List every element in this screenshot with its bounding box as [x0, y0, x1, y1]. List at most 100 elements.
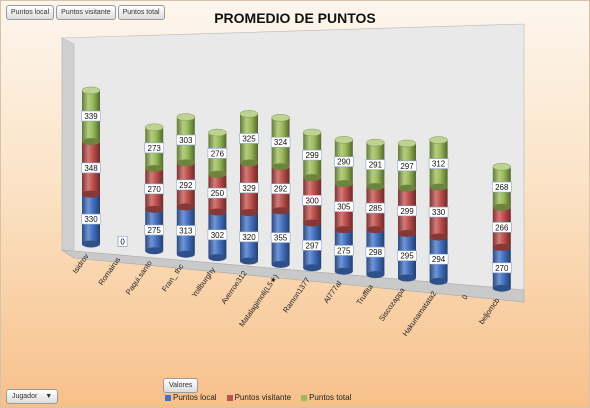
dropdown-arrow-icon: ▼ [45, 393, 53, 400]
data-label-box-local [302, 240, 323, 251]
data-label-total: 325 [242, 134, 256, 143]
data-label-box-local [365, 246, 386, 258]
pivot-field-buttons: Puntos local Puntos visitante Puntos tot… [6, 5, 165, 20]
bar-segment-bottom-visitante [271, 207, 290, 215]
category-label: Averroe312 [219, 269, 249, 306]
bar-segment-bottom-total [492, 203, 511, 211]
category-label: Ramon1377 [281, 276, 312, 315]
data-label-total: 291 [369, 161, 383, 170]
category-label: Hakunamatata2 [400, 289, 438, 338]
bar-segment-bottom-total [176, 159, 195, 167]
data-label-box-local [176, 225, 196, 236]
data-label-box-total [117, 236, 128, 247]
data-label-local: 275 [148, 226, 162, 235]
data-label-visitante: 299 [400, 207, 414, 216]
field-button-puntos-total[interactable]: Puntos total [117, 5, 165, 20]
data-label-box-visitante [302, 195, 323, 206]
data-label-visitante: 348 [84, 164, 98, 173]
data-label-box-total [176, 134, 196, 146]
data-label-local: 302 [211, 231, 225, 240]
data-label-local: 320 [242, 233, 256, 242]
data-label-box-total [270, 136, 291, 148]
bar-top-cap [81, 86, 101, 95]
data-label-box-total [333, 156, 354, 168]
legend-item-local: Puntos local [165, 393, 217, 402]
bar-top-cap [429, 136, 448, 144]
bar-segment-bottom-visitante [492, 243, 511, 251]
data-label-total: 273 [148, 144, 162, 153]
bar-segment-bottom-visitante [176, 203, 195, 211]
data-label-box-visitante [144, 183, 164, 195]
data-label-visitante: 285 [369, 204, 383, 213]
field-button-puntos-local[interactable]: Puntos local [6, 5, 55, 20]
bar-segment-bottom-total [208, 170, 227, 178]
data-label-box-visitante [207, 187, 228, 199]
bar-segment-bottom-local [366, 271, 385, 279]
bar-segment-bottom-visitante [398, 229, 416, 237]
bar-segment-bottom-visitante [303, 219, 322, 227]
data-label-box-total [207, 148, 228, 159]
data-label-visitante: 292 [274, 185, 288, 194]
bar-segment-bottom-local [145, 247, 164, 255]
bar-segment-bottom-total [366, 183, 385, 191]
bar-top-cap [366, 138, 385, 147]
data-label-box-local [239, 231, 259, 243]
legend-item-total: Puntos total [301, 393, 351, 402]
bar-segment-bottom-total [429, 183, 448, 191]
data-label-local: 275 [337, 246, 351, 255]
chart-title: PROMEDIO DE PUNTOS [214, 10, 376, 26]
legend-swatch-local [165, 394, 171, 401]
data-label-total: 303 [179, 136, 193, 145]
data-label-visitante: 270 [148, 185, 162, 194]
bar-segment-bottom-total [271, 163, 290, 171]
data-label-total: 339 [84, 112, 98, 121]
data-label-box-total [81, 110, 101, 122]
bar-top-cap [208, 128, 227, 137]
bar-segment-bottom-visitante [208, 208, 227, 216]
bar-segment-bottom-visitante [366, 226, 385, 234]
bar-segment-bottom-local [82, 240, 100, 248]
data-label-box-local [428, 253, 449, 265]
data-label-local: 294 [432, 255, 446, 264]
data-label-visitante: 300 [306, 196, 320, 205]
legend-swatch-total [301, 394, 308, 401]
bar-top-cap [302, 128, 322, 137]
bar-top-cap [334, 136, 354, 144]
category-label: Siscozappa [377, 285, 407, 323]
data-label-box-total [397, 160, 417, 172]
data-label-box-visitante [397, 205, 417, 217]
category-label: beljomcb [477, 296, 502, 326]
legend-swatch-visitante [226, 394, 233, 401]
data-label-total: 312 [432, 160, 446, 169]
data-label-box-total [428, 158, 449, 169]
data-label-total: 290 [337, 158, 351, 167]
bar-segment-bottom-local [429, 277, 448, 285]
side-wall [61, 37, 75, 259]
data-label-total: 276 [211, 149, 225, 158]
data-label-total: 0 [120, 237, 125, 246]
data-label-total: 268 [495, 183, 509, 192]
data-label-box-local [81, 213, 101, 225]
bar-segment-bottom-visitante [334, 226, 353, 234]
row-field-button[interactable]: Jugador ▼ [6, 389, 59, 404]
data-label-local: 355 [274, 234, 288, 243]
bar-segment-bottom-visitante [429, 233, 448, 241]
field-button-puntos-visitante[interactable]: Puntos visitante [56, 5, 116, 20]
data-label-total: 324 [274, 138, 288, 147]
legend-label-total: Puntos total [309, 393, 352, 402]
data-label-local: 298 [369, 248, 383, 257]
bar-segment-bottom-visitante [240, 209, 258, 217]
data-label-local: 330 [84, 215, 98, 224]
bar-segment-bottom-local [303, 264, 322, 272]
bar-segment-bottom-local [271, 260, 290, 268]
data-label-visitante: 329 [242, 184, 256, 193]
bar-segment-bottom-local [398, 274, 416, 282]
data-label-box-visitante [270, 183, 291, 195]
bar-top-cap [144, 123, 164, 132]
legend-item-visitante: Puntos visitante [226, 393, 291, 402]
data-label-local: 313 [179, 227, 193, 236]
bar-segment-bottom-local [492, 284, 511, 292]
values-field-button[interactable]: Valores [163, 378, 199, 393]
data-label-box-visitante [333, 201, 354, 212]
data-label-box-total [491, 181, 512, 193]
